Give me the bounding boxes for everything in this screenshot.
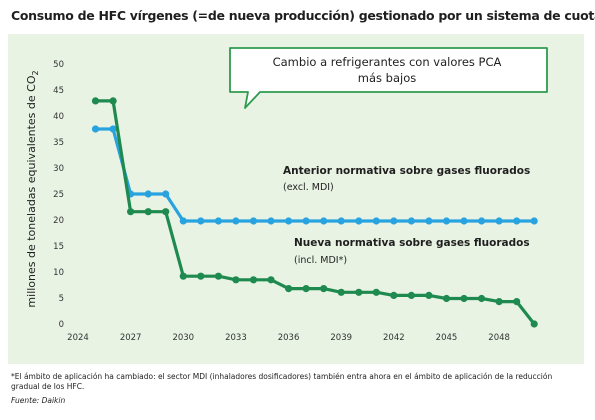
data-point-old [232,217,240,225]
series-lines [91,97,538,328]
data-point-old [460,217,468,225]
y-tick-label: 35 [53,138,64,148]
data-point-new [530,320,538,328]
data-point-old [302,217,310,225]
data-point-old [425,217,433,225]
y-tick-label: 20 [53,216,64,226]
data-point-old [530,217,538,225]
data-point-new [214,272,222,280]
y-tick-label: 0 [59,320,64,330]
data-point-new [495,298,503,306]
chart-svg: millones de toneladas equivalentes de CO… [25,47,548,343]
x-tick-label: 2033 [225,333,247,343]
data-point-new [249,276,258,284]
x-tick-label: 2030 [172,333,194,343]
y-tick-labels: 0 5 10 15 20 25 30 35 40 45 50 [53,60,64,330]
y-tick-label: 50 [53,60,64,70]
series-label-new-sub: (incl. MDI*) [294,255,347,266]
data-point-new [285,285,293,293]
y-tick-label: 10 [53,268,64,278]
callout: Cambio a refrigerantes con valores PCA m… [229,47,548,109]
data-point-old [267,217,275,225]
x-tick-label: 2036 [278,333,300,343]
y-axis-title: millones de toneladas equivalentes de CO… [25,70,40,307]
data-point-new [162,208,170,216]
data-point-new [372,288,380,296]
y-tick-label: 45 [53,86,64,96]
data-point-old [179,217,187,225]
data-point-new [355,288,363,296]
data-point-new [232,276,240,284]
callout-line-1: Cambio a refrigerantes con valores PCA [273,55,502,69]
data-point-old [513,217,521,225]
data-point-new [407,291,415,299]
data-point-new [91,97,100,105]
data-point-old [214,217,222,225]
data-point-old [407,217,415,225]
data-point-new [442,294,451,303]
x-tick-label: 2048 [488,333,510,343]
data-point-old [495,217,503,225]
series-label-old-title: Anterior normativa sobre gases fluorados [283,165,530,177]
x-tick-label: 2027 [120,333,142,343]
series-label-old: Anterior normativa sobre gases fluorados… [283,165,530,193]
callout-line-2: más bajos [358,71,416,85]
y-axis-subscript: 2 [31,70,40,75]
data-point-new [144,208,152,216]
data-point-new [460,294,468,303]
series-label-new-title: Nueva normativa sobre gases fluorados [294,237,530,249]
series-label-new: Nueva normativa sobre gases fluorados (i… [294,237,530,266]
y-tick-label: 5 [59,294,64,304]
data-point-new [197,272,205,280]
series-line-new [93,99,536,326]
data-point-new [513,298,521,306]
svg-text:millones de toneladas equivale: millones de toneladas equivalentes de CO… [25,70,40,307]
data-point-new [320,285,328,293]
data-point-new [390,291,398,299]
series-label-old-sub: (excl. MDI) [283,182,334,193]
x-tick-label: 2024 [67,333,89,343]
data-point-new [179,272,187,280]
y-tick-label: 40 [53,112,64,122]
data-point-new [425,291,433,299]
data-point-old [337,217,345,225]
data-point-old [197,217,205,225]
data-point-old [372,217,380,225]
chart-title: Consumo de HFC vírgenes (=de nueva produ… [11,8,595,23]
data-point-new [127,208,135,216]
data-point-new [109,97,117,105]
data-point-old [91,125,100,133]
x-tick-label: 2039 [330,333,352,343]
y-tick-label: 15 [53,242,64,252]
callout-box [229,47,548,109]
source-note: Fuente: Daikin [11,396,66,405]
y-axis-label: millones de toneladas equivalentes de CO [25,75,38,307]
data-point-old [109,125,117,133]
x-tick-label: 2042 [383,333,405,343]
footnote: *El ámbito de aplicación ha cambiado: el… [11,372,553,391]
data-point-old [478,217,486,225]
data-point-old [390,217,398,225]
y-tick-label: 30 [53,164,64,174]
data-point-old [249,217,258,225]
data-point-new [302,285,310,293]
data-point-old [320,217,328,225]
data-point-old [144,190,152,198]
data-point-old [355,217,363,225]
data-point-new [337,288,345,296]
data-point-old [285,217,293,225]
data-point-old [162,190,170,198]
data-point-old [442,217,451,225]
x-tick-labels: 2024 2027 2030 2033 2036 2039 2042 2045 2048 [67,333,510,343]
data-point-new [478,294,486,303]
y-tick-label: 25 [53,190,64,200]
x-tick-label: 2045 [436,333,458,343]
data-point-new [267,276,275,284]
